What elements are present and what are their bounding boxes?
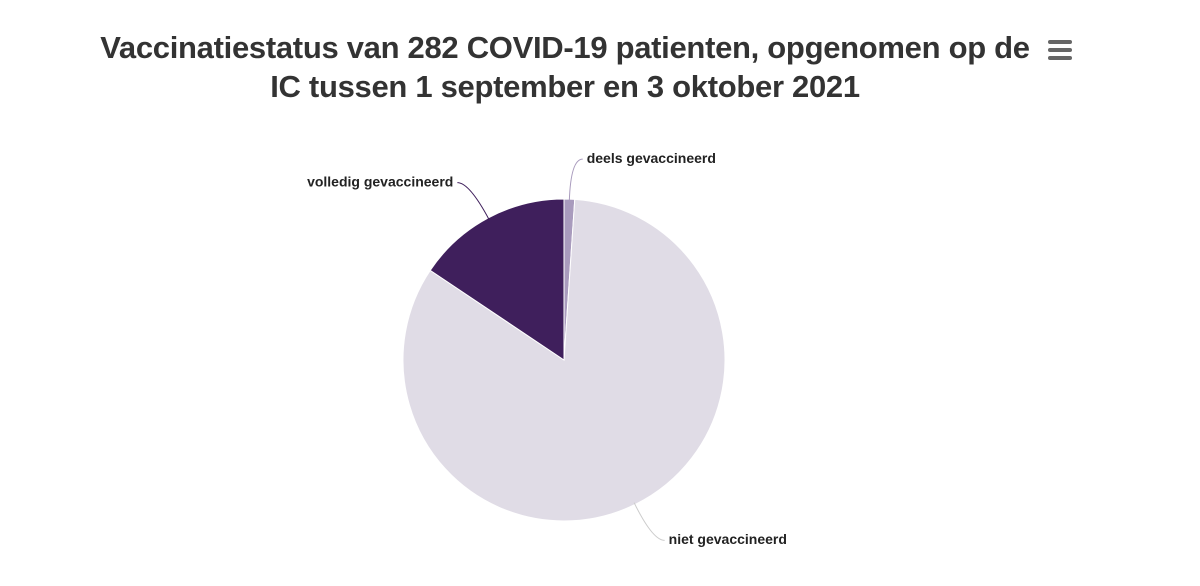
connector <box>457 182 490 220</box>
data-label: niet gevaccineerd <box>669 531 787 547</box>
data-label: volledig gevaccineerd <box>307 173 453 189</box>
menu-button[interactable] <box>1048 40 1072 60</box>
data-label: deels gevaccineerd <box>587 150 716 166</box>
connector <box>568 158 583 202</box>
connector <box>633 502 665 541</box>
chart-title: Vaccinatiestatus van 282 COVID-19 patien… <box>100 30 1030 104</box>
